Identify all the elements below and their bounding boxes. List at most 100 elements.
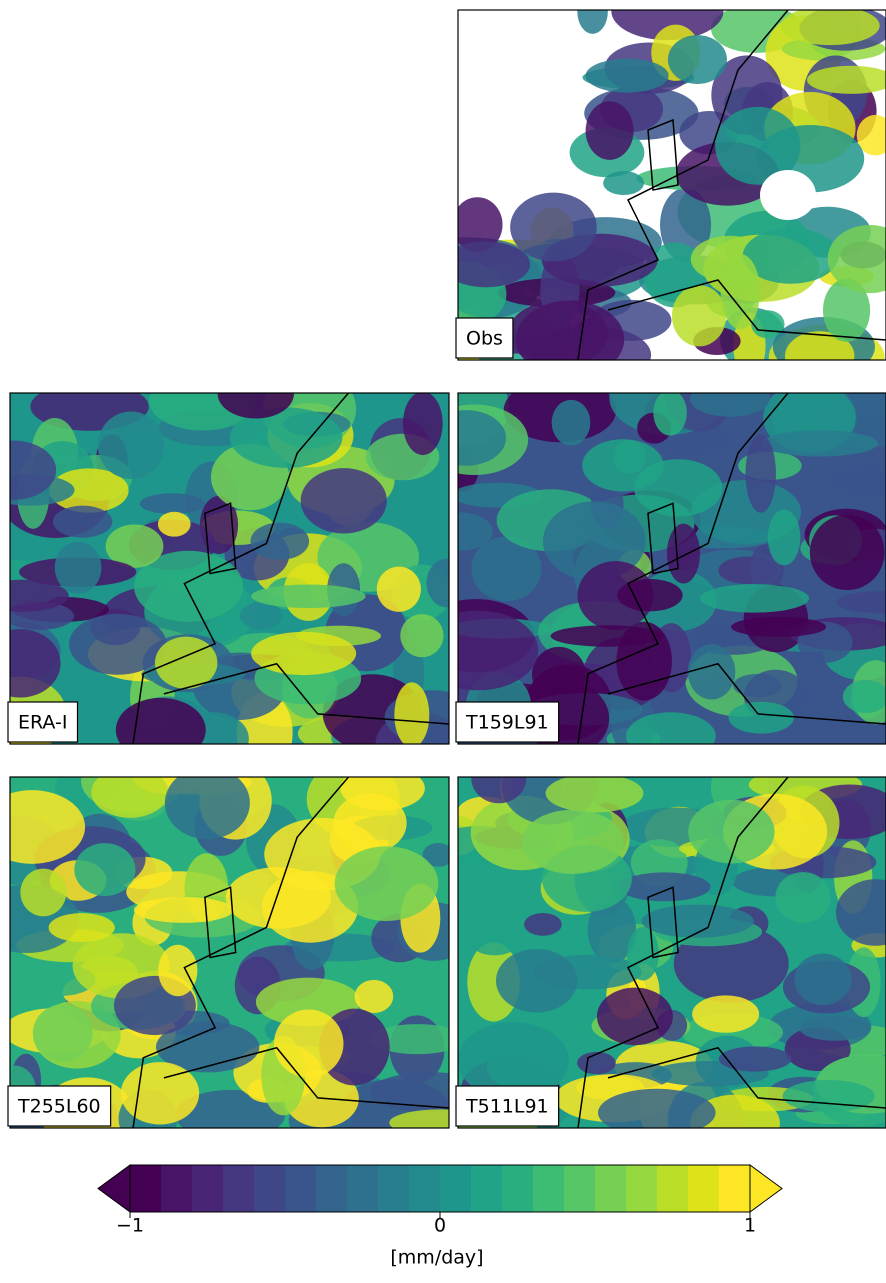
map-field (729, 702, 794, 734)
map-field (690, 381, 770, 417)
map-field (471, 753, 526, 803)
map-field (251, 584, 366, 608)
map-field (335, 846, 439, 921)
map-field (552, 400, 591, 446)
panel-label: T255L60 (17, 1096, 101, 1118)
map-field (240, 602, 282, 629)
map-field (700, 584, 809, 612)
map-field (800, 1016, 871, 1041)
map-field (781, 6, 880, 45)
colorbar-extend-low (98, 1165, 130, 1212)
colorbar-swatch (223, 1165, 255, 1212)
map-field (524, 913, 562, 936)
colorbar-swatch (347, 1165, 379, 1212)
colorbar-tick-label: −1 (116, 1215, 144, 1237)
map-field (810, 515, 885, 590)
map-field (598, 1089, 716, 1137)
colorbar-swatch (161, 1165, 193, 1212)
map-field (49, 913, 115, 942)
colorbar-swatch (502, 1165, 534, 1212)
colorbar-swatch (626, 1165, 658, 1212)
panel-label: T159L91 (465, 712, 549, 734)
colorbar-extend-high (750, 1165, 782, 1212)
map-field (69, 614, 167, 675)
map-field (473, 934, 517, 955)
map-field (91, 767, 168, 818)
colorbar-swatch (285, 1165, 317, 1212)
map-field (226, 867, 331, 929)
map-field (74, 843, 135, 896)
map-field (768, 509, 801, 565)
map-field (274, 1009, 344, 1077)
colorbar-label: [mm/day] (390, 1247, 483, 1269)
map-field (597, 988, 673, 1046)
colorbar-tick-label: 1 (744, 1215, 756, 1237)
map-field (522, 810, 624, 874)
map-field (577, 1052, 616, 1074)
colorbar-swatch (688, 1165, 720, 1212)
map-field (626, 712, 716, 759)
map-field (667, 524, 700, 584)
colorbar-swatch (471, 1165, 503, 1212)
map-field (251, 523, 310, 560)
map-field (634, 459, 722, 516)
colorbar-swatch (192, 1165, 224, 1212)
map-panel (417, 357, 886, 760)
map-field (692, 995, 759, 1032)
map-field (668, 35, 727, 84)
map-field (516, 301, 624, 378)
map-field (251, 632, 356, 675)
map-field (158, 512, 191, 537)
map-field (134, 897, 234, 923)
map-field (783, 1080, 875, 1112)
colorbar-swatch (440, 1165, 472, 1212)
map-field (586, 101, 634, 159)
map-field (394, 682, 429, 747)
map-field (116, 698, 206, 762)
map-field (546, 774, 644, 813)
map-field (33, 1004, 93, 1061)
colorbar-swatch (130, 1165, 162, 1212)
map-missing (760, 170, 816, 220)
map-field (20, 869, 66, 917)
map-field (442, 241, 530, 287)
map-field (672, 285, 726, 346)
panel-label: T511L91 (465, 1096, 549, 1118)
map-field (355, 980, 394, 1013)
map-field (400, 614, 443, 657)
map-field (731, 617, 826, 637)
map-field (603, 171, 644, 195)
map-field (340, 766, 425, 810)
map-field (745, 435, 775, 513)
map-field (301, 468, 387, 533)
map-field (619, 872, 711, 901)
map-field (688, 644, 735, 699)
map-field (496, 949, 577, 1013)
page: {"panels": [ {"label": "Obs"}, {"label":… (0, 0, 886, 1279)
colorbar-swatch (254, 1165, 286, 1212)
colorbar-swatch (564, 1165, 596, 1212)
map-field (140, 493, 205, 514)
panel-label: ERA-I (18, 712, 67, 734)
map-field (510, 193, 597, 262)
map-field (551, 625, 664, 646)
map-field (403, 392, 443, 455)
colorbar-swatch (378, 1165, 410, 1212)
map-field (586, 59, 669, 93)
map-field (98, 412, 164, 479)
map-field (158, 945, 197, 996)
map-field (794, 954, 851, 1005)
map-field (53, 506, 112, 538)
colorbar-swatch (533, 1165, 565, 1212)
colorbar-swatch (719, 1165, 751, 1212)
figure: [mm/day] Obs ERA-I T159L91 T255L60 T511L91 −1… (0, 0, 886, 1279)
panel-label: Obs (466, 328, 503, 350)
colorbar-swatch (316, 1165, 348, 1212)
map-field (617, 579, 682, 611)
colorbar-swatch (657, 1165, 689, 1212)
map-field (719, 1046, 792, 1071)
map-field (775, 872, 830, 923)
colorbar-swatch (595, 1165, 627, 1212)
map-field (377, 567, 421, 612)
map-field (761, 430, 878, 456)
